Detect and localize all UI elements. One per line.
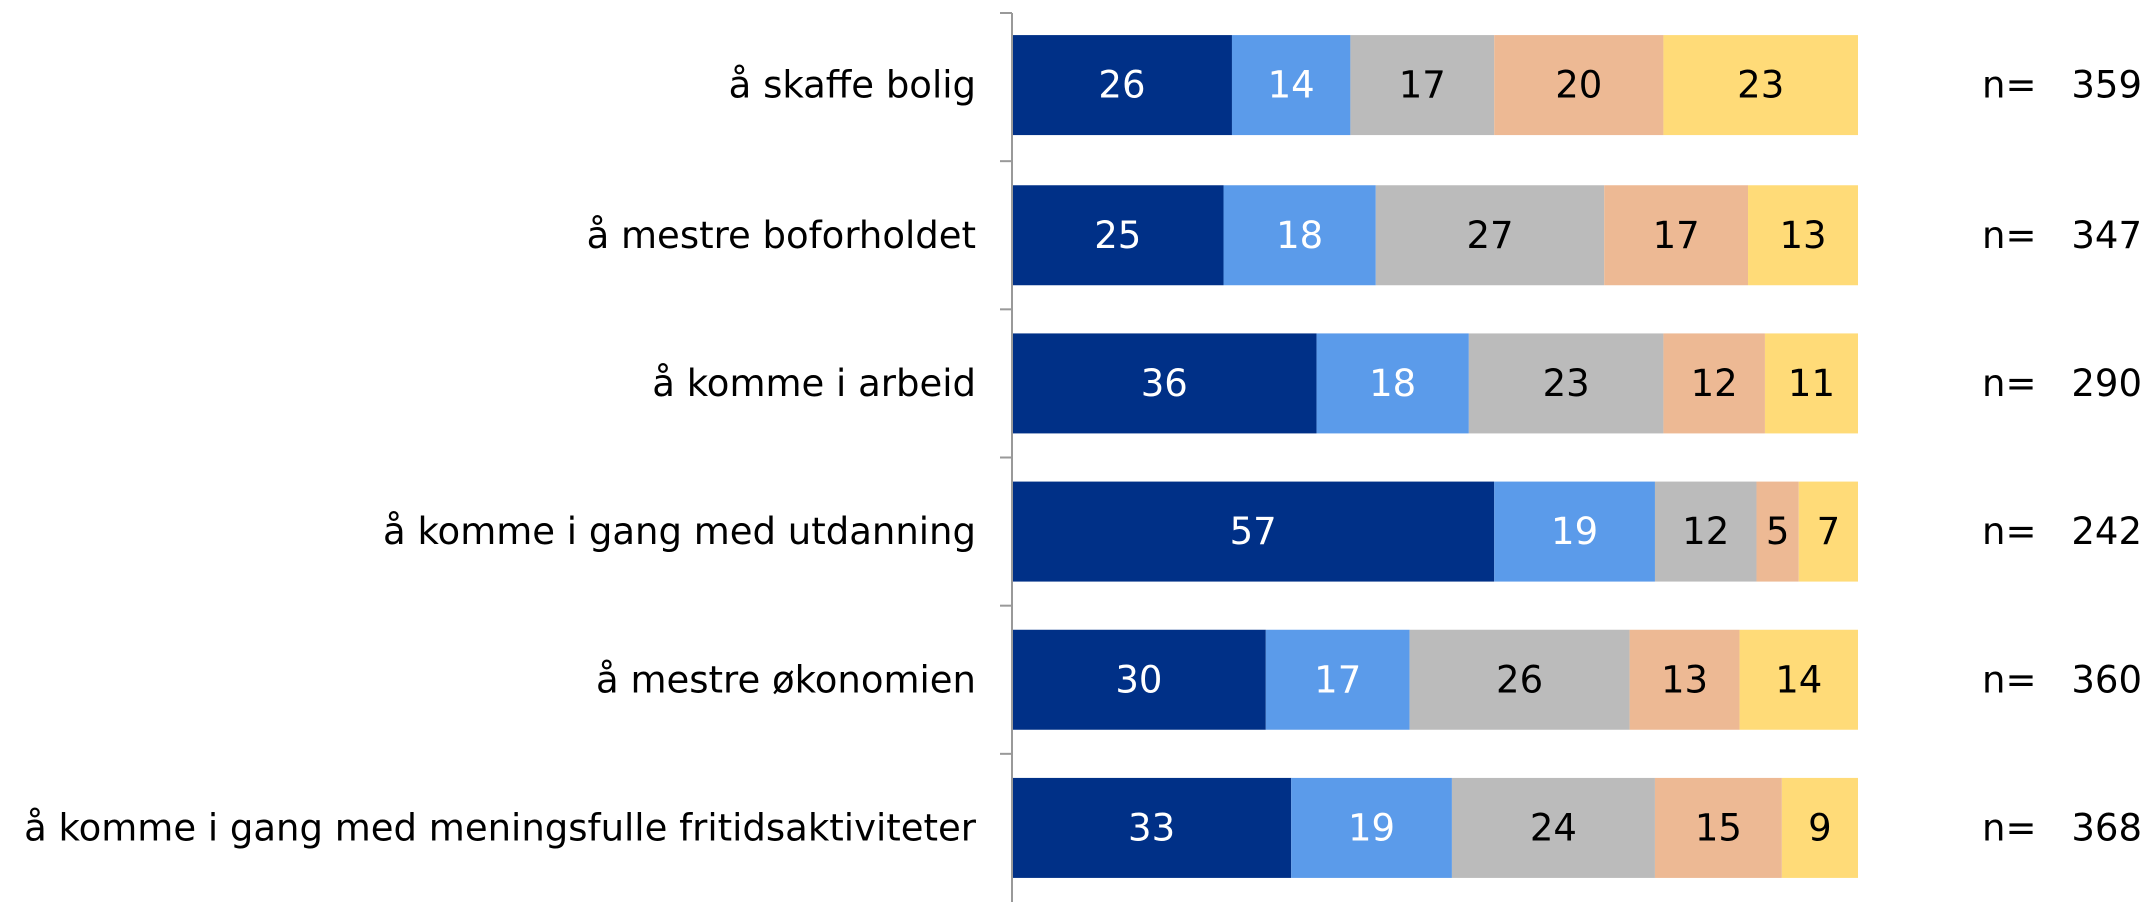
category-label: å komme i arbeid [652, 362, 976, 405]
n-prefix: n= [1982, 658, 2036, 701]
data-label: 23 [1737, 64, 1784, 107]
n-value: 368 [2071, 806, 2142, 849]
n-prefix: n= [1982, 214, 2036, 257]
data-label: 17 [1653, 214, 1700, 257]
data-label: 14 [1268, 64, 1315, 107]
n-prefix: n= [1982, 64, 2036, 107]
category-label: å skaffe bolig [729, 64, 976, 107]
bar-segment [1798, 481, 1858, 582]
bar-segment [1375, 185, 1605, 286]
bar-segment [1291, 777, 1452, 878]
n-prefix: n= [1982, 362, 2036, 405]
data-label: 27 [1466, 214, 1513, 257]
data-label: 12 [1682, 510, 1729, 553]
data-label: 5 [1766, 510, 1790, 553]
data-label: 26 [1496, 658, 1543, 701]
data-label: 12 [1691, 362, 1738, 405]
bar-segment [1781, 777, 1858, 878]
n-value: 360 [2071, 658, 2142, 701]
data-label: 15 [1695, 806, 1742, 849]
bar-segment [1764, 333, 1858, 434]
bar-segment [1012, 35, 1232, 136]
bar-segment [1748, 185, 1858, 286]
n-value: 359 [2071, 64, 2142, 107]
data-label: 25 [1094, 214, 1141, 257]
bar-segment [1012, 185, 1224, 286]
category-label: å komme i gang med meningsfulle fritidsa… [24, 806, 977, 849]
n-value: 347 [2071, 214, 2142, 257]
bar-segment [1739, 629, 1858, 730]
data-label: 30 [1115, 658, 1162, 701]
data-label: 17 [1314, 658, 1361, 701]
data-label: 19 [1551, 510, 1598, 553]
n-value: 290 [2071, 362, 2142, 405]
data-label: 24 [1530, 806, 1577, 849]
bar-segment [1012, 481, 1495, 582]
data-label: 26 [1098, 64, 1145, 107]
bar-segment [1350, 35, 1495, 136]
data-label: 23 [1543, 362, 1590, 405]
bar-segment [1629, 629, 1740, 730]
bar-segment [1663, 333, 1765, 434]
data-label: 18 [1276, 214, 1323, 257]
bar-segment [1231, 35, 1351, 136]
n-prefix: n= [1982, 510, 2036, 553]
bar-segment [1451, 777, 1655, 878]
data-label: 13 [1661, 658, 1708, 701]
bar-segment [1654, 777, 1782, 878]
bar-segment [1756, 481, 1799, 582]
bar-segment [1604, 185, 1749, 286]
data-label: 33 [1128, 806, 1175, 849]
data-label: 18 [1369, 362, 1416, 405]
data-label: 17 [1399, 64, 1446, 107]
bar-segment [1223, 185, 1376, 286]
bar-segment [1663, 35, 1858, 136]
data-label: 11 [1788, 362, 1835, 405]
data-label: 57 [1230, 510, 1277, 553]
bar-segment [1012, 629, 1266, 730]
category-label: å mestre boforholdet [587, 214, 976, 257]
data-label: 19 [1348, 806, 1395, 849]
bar-segment [1012, 777, 1292, 878]
n-value: 242 [2071, 510, 2142, 553]
n-prefix: n= [1982, 806, 2036, 849]
category-label: å komme i gang med utdanning [383, 510, 976, 553]
bar-segment [1265, 629, 1410, 730]
bar-segment [1316, 333, 1469, 434]
bar-segment [1494, 35, 1664, 136]
bar-segment [1468, 333, 1664, 434]
data-label: 14 [1775, 658, 1822, 701]
bar-segment [1654, 481, 1757, 582]
bar-segment [1409, 629, 1630, 730]
data-label: 20 [1555, 64, 1602, 107]
category-label: å mestre økonomien [596, 658, 976, 701]
bar-segment [1012, 333, 1317, 434]
data-label: 9 [1808, 806, 1832, 849]
data-label: 7 [1817, 510, 1841, 553]
bar-segment [1494, 481, 1655, 582]
data-label: 36 [1141, 362, 1188, 405]
data-label: 13 [1779, 214, 1826, 257]
